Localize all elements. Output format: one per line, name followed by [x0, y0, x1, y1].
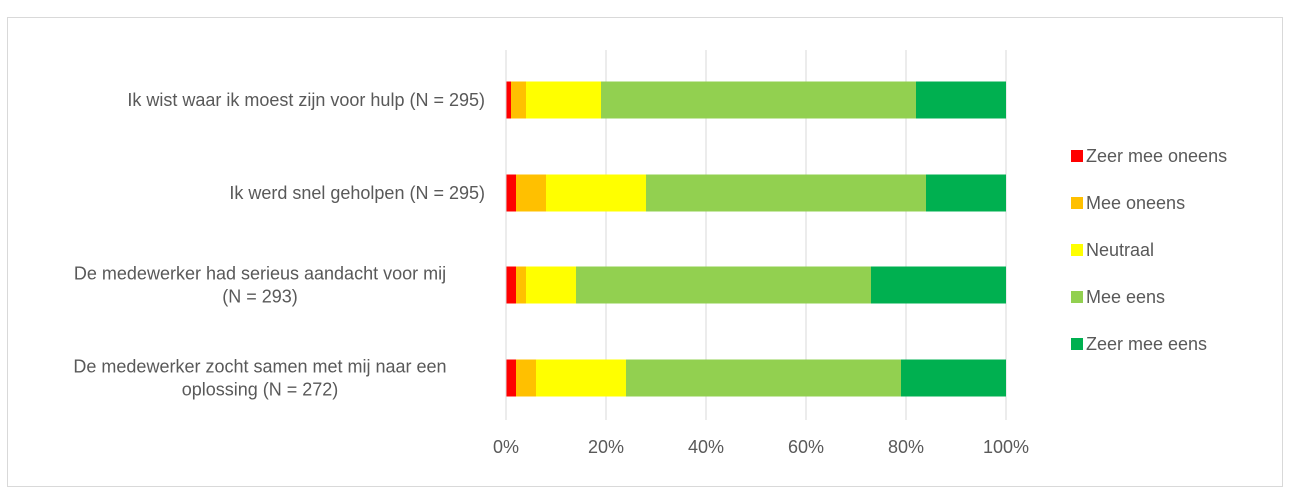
legend-swatch: [1071, 150, 1083, 162]
bar-segment: [926, 174, 1006, 212]
stacked-bar-chart: Ik wist waar ik moest zijn voor hulp (N …: [73, 50, 1227, 457]
bar-segment: [511, 81, 526, 119]
legend-label: Mee oneens: [1086, 193, 1185, 213]
x-tick-label: 80%: [888, 437, 924, 457]
category-label: Ik werd snel geholpen (N = 295): [229, 183, 485, 203]
legend-swatch: [1071, 291, 1083, 303]
bar-segment: [506, 266, 516, 304]
bar-segment: [506, 359, 516, 397]
category-label: De medewerker had serieus aandacht voor …: [74, 264, 446, 284]
bar-segment: [646, 174, 926, 212]
bar-segment: [601, 81, 916, 119]
x-tick-label: 20%: [588, 437, 624, 457]
category-labels: Ik wist waar ik moest zijn voor hulp (N …: [73, 90, 485, 400]
legend-label: Mee eens: [1086, 287, 1165, 307]
bar-segment: [516, 359, 536, 397]
bar-segment: [901, 359, 1006, 397]
legend-label: Neutraal: [1086, 240, 1154, 260]
bar-segment: [506, 81, 511, 119]
bar-segment: [626, 359, 901, 397]
category-label: oplossing (N = 272): [182, 380, 339, 400]
legend-swatch: [1071, 338, 1083, 350]
x-tick-label: 0%: [493, 437, 519, 457]
category-label: Ik wist waar ik moest zijn voor hulp (N …: [127, 90, 485, 110]
bar-segment: [546, 174, 646, 212]
x-tick-label: 60%: [788, 437, 824, 457]
bar-segment: [916, 81, 1006, 119]
bar-segment: [516, 174, 546, 212]
bar-segment: [536, 359, 626, 397]
legend-label: Zeer mee oneens: [1086, 146, 1227, 166]
legend-swatch: [1071, 244, 1083, 256]
bars: [506, 81, 1006, 397]
legend-swatch: [1071, 197, 1083, 209]
bar-segment: [526, 81, 601, 119]
legend-label: Zeer mee eens: [1086, 334, 1207, 354]
category-label: (N = 293): [222, 287, 298, 307]
bar-segment: [526, 266, 576, 304]
legend: Zeer mee oneens Mee oneens Neutraal Mee een…: [1071, 146, 1227, 354]
bar-segment: [576, 266, 871, 304]
x-tick-label: 100%: [983, 437, 1029, 457]
bar-segment: [516, 266, 526, 304]
category-label: De medewerker zocht samen met mij naar e…: [73, 357, 446, 377]
bar-segment: [871, 266, 1006, 304]
bar-segment: [506, 174, 516, 212]
tick-labels: 0% 20% 40% 60% 80% 100%: [493, 437, 1029, 457]
x-tick-label: 40%: [688, 437, 724, 457]
